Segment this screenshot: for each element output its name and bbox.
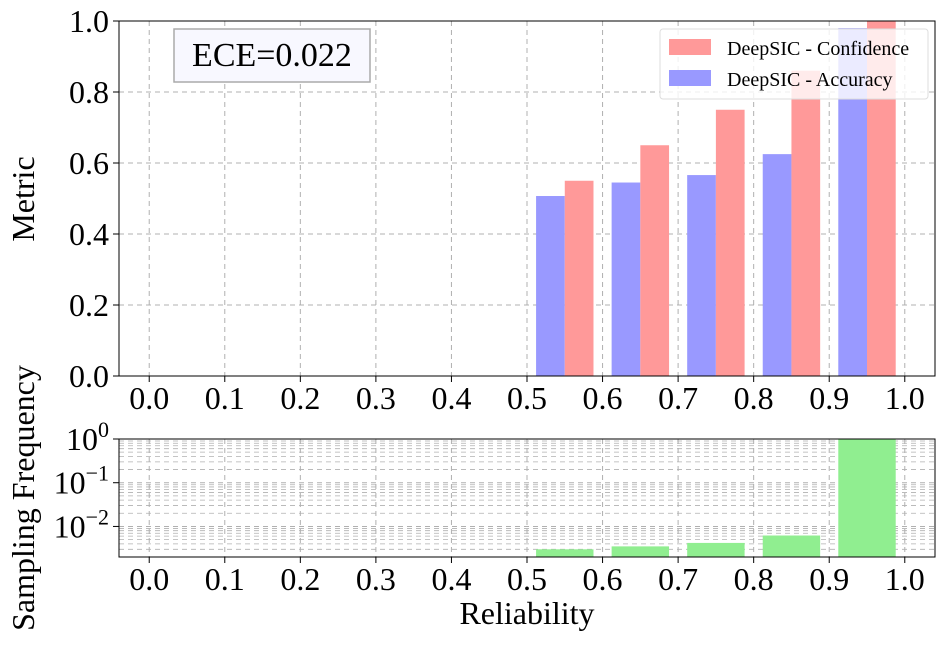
frequency-y-tick-label-2: 10−2 xyxy=(54,504,109,544)
frequency-bar-2 xyxy=(687,542,745,557)
frequency-x-label: Reliability xyxy=(459,595,594,631)
metric-y-label: Metric xyxy=(5,156,41,241)
frequency-y-label: Sampling Frequency xyxy=(5,365,41,631)
frequency-x-tick-label-8: 0.8 xyxy=(734,561,774,597)
frequency-x-tick-label-3: 0.3 xyxy=(356,561,396,597)
metric-x-tick-label-10: 1.0 xyxy=(885,380,925,416)
frequency-bar-3 xyxy=(762,535,821,557)
frequency-bars xyxy=(536,439,896,557)
metric-x-ticks: 0.0 0.1 0.2 0.3 0.4 0.5 0.6 0.7 0.8 0.9 1.0 xyxy=(129,376,925,416)
frequency-x-tick-label-10: 1.0 xyxy=(885,561,925,597)
accuracy-bar-2 xyxy=(687,175,716,376)
frequency-grid xyxy=(119,438,935,558)
confidence-bar-0 xyxy=(564,180,594,376)
frequency-x-tick-label-4: 0.4 xyxy=(431,561,471,597)
legend-box xyxy=(659,28,929,100)
frequency-x-tick-label-9: 0.9 xyxy=(809,561,849,597)
frequency-x-tick-label-1: 0.1 xyxy=(205,561,245,597)
metric-x-tick-label-4: 0.4 xyxy=(431,380,471,416)
metric-x-tick-label-5: 0.5 xyxy=(507,380,547,416)
metric-x-tick-label-6: 0.6 xyxy=(583,380,623,416)
legend-swatch-confidence xyxy=(669,39,711,55)
ece-annotation-text: ECE=0.022 xyxy=(192,37,352,74)
frequency-x-tick-label-5: 0.5 xyxy=(507,561,547,597)
ece-annotation-box xyxy=(173,28,371,83)
frequency-y-tick-label-1: 10−1 xyxy=(54,461,109,501)
legend-label-confidence: DeepSIC - Confidence xyxy=(727,38,909,60)
frequency-x-tick-label-0: 0.0 xyxy=(129,561,169,597)
accuracy-bar-1 xyxy=(611,182,641,376)
metric-y-tick-label-2: 0.4 xyxy=(69,216,109,252)
metric-y-tick-label-4: 0.8 xyxy=(69,74,109,110)
metric-bars xyxy=(536,21,896,376)
metric-x-tick-label-8: 0.8 xyxy=(734,380,774,416)
frequency-x-tick-label-6: 0.6 xyxy=(583,561,623,597)
metric-x-tick-label-0: 0.0 xyxy=(129,380,169,416)
confidence-bar-3 xyxy=(791,70,821,376)
metric-y-tick-label-5: 1.0 xyxy=(69,3,109,39)
frequency-x-tick-label-2: 0.2 xyxy=(280,561,320,597)
metric-x-tick-label-9: 0.9 xyxy=(809,380,849,416)
frequency-bar-4 xyxy=(838,439,896,557)
frequency-x-ticks: 0.0 0.1 0.2 0.3 0.4 0.5 0.6 0.7 0.8 0.9 1.0 xyxy=(129,557,925,597)
frequency-y-tick-label-0: 100 xyxy=(66,417,109,457)
frequency-x-tick-label-7: 0.7 xyxy=(658,561,698,597)
metric-panel: 0.0 0.1 0.2 0.3 0.4 0.5 0.6 0.7 0.8 0.9 1.0 0.0 0.2… xyxy=(5,3,936,416)
metric-x-tick-label-7: 0.7 xyxy=(658,380,698,416)
legend-swatch-accuracy xyxy=(669,70,711,86)
legend: DeepSIC - Confidence DeepSIC - Accuracy xyxy=(659,28,929,100)
metric-y-tick-label-1: 0.2 xyxy=(69,287,109,323)
metric-y-ticks: 0.0 0.2 0.4 0.6 0.8 1.0 xyxy=(69,3,119,394)
metric-x-tick-label-3: 0.3 xyxy=(356,380,396,416)
ece-annotation: ECE=0.022 xyxy=(173,28,371,83)
metric-x-tick-label-1: 0.1 xyxy=(205,380,245,416)
metric-y-tick-label-3: 0.6 xyxy=(69,145,109,181)
confidence-bar-2 xyxy=(715,109,745,376)
confidence-bar-1 xyxy=(640,145,670,376)
metric-y-tick-label-0: 0.0 xyxy=(69,358,109,394)
frequency-bar-0 xyxy=(536,549,594,557)
frequency-bar-1 xyxy=(611,546,670,557)
metric-x-tick-label-2: 0.2 xyxy=(280,380,320,416)
legend-label-accuracy: DeepSIC - Accuracy xyxy=(727,69,893,91)
frequency-panel: 0.0 0.1 0.2 0.3 0.4 0.5 0.6 0.7 0.8 0.9 1.0 10010−… xyxy=(5,365,936,631)
accuracy-bar-0 xyxy=(536,196,565,376)
accuracy-bar-3 xyxy=(762,154,792,376)
